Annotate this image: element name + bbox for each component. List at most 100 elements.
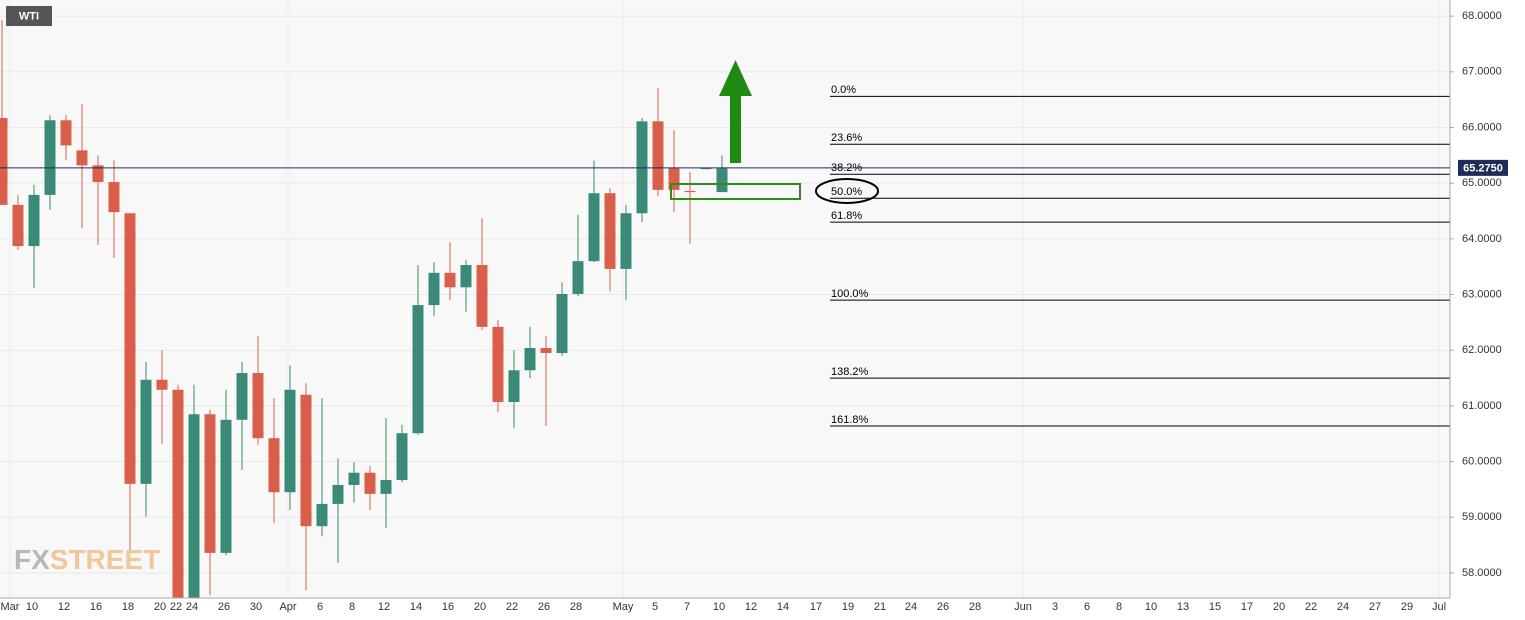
x-tick-label: 29: [1401, 601, 1413, 613]
x-tick-label: 22: [506, 601, 518, 613]
candle-body: [284, 389, 296, 493]
candle-body: [44, 120, 56, 195]
candle-body: [684, 190, 696, 193]
x-tick-label: 24: [1337, 601, 1349, 613]
x-tick-label: Mar: [1, 601, 20, 613]
candle-body: [460, 265, 472, 288]
x-tick-label: 16: [442, 601, 454, 613]
x-tick-label: 28: [570, 601, 582, 613]
fib-label: 161.8%: [831, 414, 869, 426]
candle-body: [236, 373, 248, 420]
candle-body: [428, 272, 440, 306]
x-tick-label: 8: [1116, 601, 1122, 613]
candle-body: [204, 414, 216, 553]
x-tick-label: 24: [186, 601, 198, 613]
x-tick-label: 20: [1273, 601, 1285, 613]
fib-label: 0.0%: [831, 84, 856, 96]
current-price-label: 65.2750: [1463, 162, 1503, 174]
x-tick-label: 22: [170, 601, 182, 613]
x-tick-label: 17: [1241, 601, 1253, 613]
candle-body: [60, 120, 72, 146]
candle-body: [556, 293, 568, 354]
candle-body: [172, 389, 184, 598]
candle-body: [716, 168, 728, 193]
candle-body: [380, 479, 392, 494]
y-tick-label: 59.0000: [1462, 511, 1502, 523]
candle-body: [620, 213, 632, 269]
candle-body: [156, 379, 168, 390]
x-tick-label: 10: [26, 601, 38, 613]
candle-body: [588, 193, 600, 262]
candle-body: [28, 194, 40, 247]
x-tick-label: 7: [684, 601, 690, 613]
candle-body: [0, 118, 8, 205]
up-arrow: [719, 60, 752, 163]
highlight-ellipse: [815, 178, 879, 204]
candle-body: [124, 213, 136, 484]
x-tick-label: 8: [349, 601, 355, 613]
x-tick-label: 12: [378, 601, 390, 613]
x-tick-label: 21: [874, 601, 886, 613]
x-tick-label: 19: [842, 601, 854, 613]
symbol-box: [6, 6, 52, 26]
candle-body: [444, 272, 456, 288]
x-tick-label: 26: [218, 601, 230, 613]
fib-levels: 0.0%23.6%38.2%50.0%61.8%100.0%138.2%161.…: [830, 84, 1450, 427]
candle-body: [252, 373, 264, 439]
y-tick-label: 61.0000: [1462, 400, 1502, 412]
axes: 58.0000 59.0000 60.0000 61.0000 62.0000 63.00…: [1, 10, 1502, 613]
candle-body: [332, 484, 344, 504]
candle-body: [604, 193, 616, 269]
x-tick-label: 20: [154, 601, 166, 613]
x-tick-label: 26: [937, 601, 949, 613]
x-tick-label: 13: [1177, 601, 1189, 613]
y-tick-label: 66.0000: [1462, 121, 1502, 133]
y-tick-label: 68.0000: [1462, 10, 1502, 22]
candle-body: [92, 165, 104, 183]
x-tick-label: 5: [652, 601, 658, 613]
candle-body: [524, 347, 536, 371]
plot-area: [0, 0, 1450, 598]
candle-body: [508, 370, 520, 403]
current-price-box: [1458, 159, 1508, 176]
candle-body: [108, 182, 120, 213]
y-tick-label: 65.0000: [1462, 177, 1502, 189]
x-tick-label: 3: [1052, 601, 1058, 613]
fib-label: 100.0%: [831, 288, 869, 300]
candle-body: [540, 347, 552, 354]
x-tick-label: May: [613, 601, 634, 613]
candle-body: [140, 379, 152, 484]
x-tick-label: Jul: [1432, 601, 1446, 613]
candle-body: [652, 121, 664, 190]
candle-body: [76, 150, 88, 166]
x-tick-label: 12: [58, 601, 70, 613]
x-tick-label: 27: [1369, 601, 1381, 613]
y-tick-label: 64.0000: [1462, 233, 1502, 245]
watermark: FXSTREET: [14, 544, 160, 575]
x-tick-label: 22: [1305, 601, 1317, 613]
y-tick-label: 63.0000: [1462, 288, 1502, 300]
fib-label: 50.0%: [831, 186, 862, 198]
fib-label: 23.6%: [831, 132, 862, 144]
x-tick-label: 17: [810, 601, 822, 613]
x-tick-label: Apr: [279, 601, 296, 613]
candle-body: [396, 433, 408, 480]
x-tick-label: 26: [538, 601, 550, 613]
candle-body: [188, 414, 200, 598]
x-tick-label: 30: [250, 601, 262, 613]
y-tick-label: 60.0000: [1462, 455, 1502, 467]
watermark-fx: FX: [14, 544, 50, 575]
candle-body: [492, 326, 504, 403]
candles: [0, 20, 728, 598]
candle-body: [316, 503, 328, 527]
x-tick-label: 20: [474, 601, 486, 613]
candle-body: [476, 265, 488, 327]
candle-body: [572, 261, 584, 294]
x-tick-label: 10: [713, 601, 725, 613]
symbol-label: WTI: [19, 10, 39, 22]
x-tick-label: 14: [777, 601, 789, 613]
candle-body: [12, 204, 24, 247]
candle-body: [636, 121, 648, 214]
candle-body: [364, 472, 376, 494]
x-tick-label: 15: [1209, 601, 1221, 613]
